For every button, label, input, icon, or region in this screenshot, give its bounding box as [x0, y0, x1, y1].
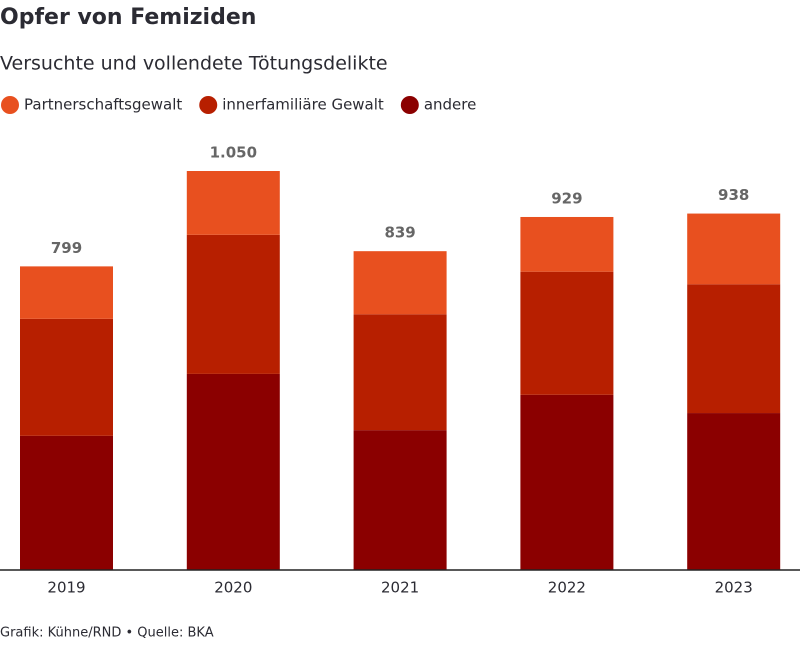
bar-segment — [20, 318, 113, 436]
bar-segment — [353, 314, 447, 431]
legend: Partnerschaftsgewalt innerfamiliäre Gewal… — [1, 96, 477, 114]
x-tick-label: 2019 — [47, 579, 85, 597]
legend-marker — [1, 96, 19, 114]
bar-segment — [687, 213, 781, 285]
legend-label: Partnerschaftsgewalt — [24, 96, 182, 114]
bar-segment — [353, 430, 447, 570]
bar-segment — [20, 266, 113, 319]
total-label: 799 — [51, 239, 82, 257]
total-label: 938 — [718, 186, 749, 204]
x-tick-label: 2020 — [214, 579, 252, 597]
bar-segment — [353, 251, 447, 315]
total-label: 1.050 — [210, 144, 257, 162]
x-tick-label: 2022 — [548, 579, 586, 597]
legend-marker — [400, 96, 419, 114]
bar-segment — [20, 435, 113, 570]
total-label: 839 — [384, 224, 415, 242]
bar-segment — [520, 271, 614, 395]
bar-segment — [520, 394, 614, 570]
plot-area: 799 2019 1.050 2020 839 2021 929 2022 938 2023 — [0, 144, 800, 597]
bar-segment — [687, 413, 781, 570]
bar-segment — [687, 284, 781, 414]
legend-label: innerfamiliäre Gewalt — [222, 96, 384, 114]
source-note: Grafik: Kühne/RND • Quelle: BKA — [0, 626, 214, 641]
bar-segment — [186, 234, 280, 374]
total-label: 929 — [551, 189, 582, 207]
bar-segment — [520, 216, 614, 272]
chart-subtitle: Versuchte und vollendete Tötungsdelikte — [0, 53, 388, 75]
bar-segment — [186, 171, 280, 235]
legend-marker — [199, 96, 218, 114]
bar-segment — [186, 373, 280, 570]
x-tick-label: 2021 — [381, 579, 419, 597]
x-tick-label: 2023 — [715, 579, 753, 597]
chart-title: Opfer von Femiziden — [0, 5, 256, 30]
legend-label: andere — [424, 96, 477, 114]
